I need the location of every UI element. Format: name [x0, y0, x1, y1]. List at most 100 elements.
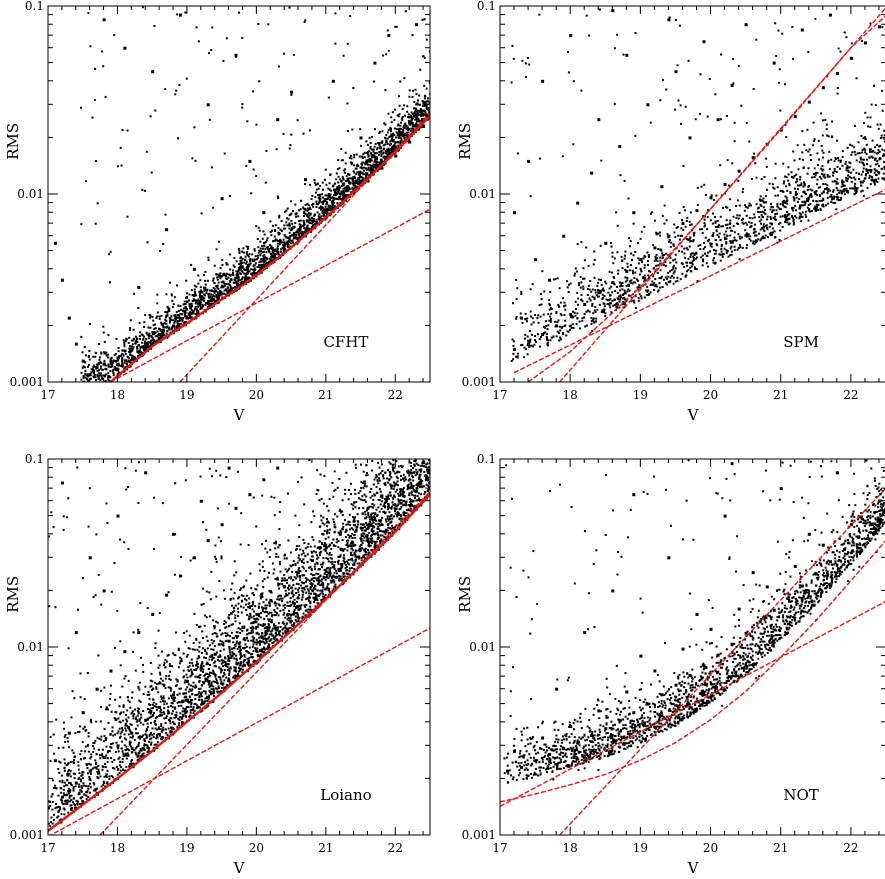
- data-point: [60, 278, 64, 282]
- data-point: [116, 356, 120, 360]
- data-point: [53, 759, 57, 763]
- y-tick-label: 0.001: [462, 828, 496, 842]
- chart-panel-loiano: 17 18 19 20 21 22 V 0.001 0.01 0.1 RMS Loiano: [4, 452, 431, 877]
- x-tick-label: 21: [773, 841, 788, 855]
- data-point: [681, 647, 685, 651]
- x-tick-label: 19: [633, 841, 648, 855]
- x-tick-label: 22: [843, 388, 858, 402]
- data-point: [618, 145, 622, 148]
- data-point: [562, 234, 566, 238]
- data-point: [422, 125, 426, 128]
- data-point: [85, 383, 88, 386]
- data-point: [262, 478, 266, 482]
- x-tick-label: 21: [318, 841, 333, 855]
- data-point: [144, 471, 148, 475]
- data-point: [695, 612, 699, 616]
- data-point: [53, 241, 57, 245]
- data-point: [695, 209, 699, 213]
- data-point: [765, 585, 769, 589]
- data-point: [220, 197, 224, 201]
- data-point: [415, 23, 419, 27]
- data-point: [331, 79, 335, 83]
- data-point: [611, 9, 615, 13]
- data-point: [276, 466, 280, 470]
- data-point: [639, 258, 643, 262]
- data-point: [513, 749, 516, 753]
- data-point: [527, 342, 531, 346]
- data-point: [102, 362, 106, 366]
- data-point: [338, 532, 342, 536]
- data-point: [276, 118, 280, 122]
- data-point: [730, 462, 734, 466]
- y-axis: 0.001 0.01 0.1 RMS: [4, 452, 430, 842]
- x-tick-label: 18: [563, 388, 578, 402]
- data-point: [807, 100, 811, 104]
- data-point: [660, 185, 664, 189]
- data-point: [646, 702, 650, 706]
- data-point: [137, 631, 141, 635]
- x-tick-label: 18: [110, 841, 125, 855]
- data-point: [60, 795, 64, 799]
- scatter-density: [510, 8, 885, 362]
- data-point: [674, 683, 678, 687]
- data-point: [863, 41, 867, 45]
- y-tick-label: 0.01: [17, 187, 44, 201]
- fit-line: [179, 112, 430, 382]
- data-point: [583, 631, 587, 635]
- x-tick-label: 20: [249, 841, 264, 855]
- x-axis-label: V: [687, 406, 700, 424]
- data-point: [290, 90, 294, 94]
- data-point: [849, 56, 853, 60]
- data-point: [681, 222, 685, 226]
- data-point: [583, 303, 587, 306]
- panel-label: SPM: [783, 333, 819, 351]
- scatter-points: [513, 9, 881, 351]
- scatter-density: [80, 6, 430, 382]
- data-point: [123, 650, 127, 654]
- data-point: [520, 766, 524, 769]
- data-point: [688, 674, 692, 677]
- x-tick-label: 20: [703, 388, 718, 402]
- data-point: [366, 506, 370, 510]
- data-point: [179, 574, 182, 578]
- data-point: [213, 299, 217, 303]
- fit-line: [559, 488, 885, 835]
- data-point: [814, 572, 818, 576]
- data-point: [165, 593, 169, 597]
- scatter-density: [503, 459, 885, 784]
- data-point: [60, 481, 64, 485]
- x-tick-label: 22: [843, 841, 858, 855]
- data-point: [123, 46, 127, 50]
- data-point: [625, 269, 629, 273]
- data-point: [179, 13, 182, 17]
- data-point: [144, 718, 148, 722]
- data-point: [878, 499, 881, 503]
- data-point: [625, 690, 629, 694]
- scatter-density: [48, 459, 430, 828]
- fit-line: [99, 491, 430, 835]
- data-point: [387, 34, 391, 38]
- data-point: [772, 61, 776, 65]
- data-point: [373, 61, 377, 65]
- data-point: [116, 514, 120, 518]
- data-point: [667, 18, 671, 22]
- data-point: [702, 40, 706, 44]
- data-point: [206, 539, 210, 543]
- x-tick-label: 22: [388, 841, 403, 855]
- data-point: [74, 781, 78, 785]
- data-point: [730, 642, 734, 646]
- data-point: [192, 267, 196, 271]
- data-point: [67, 316, 71, 320]
- x-axis: 17 18 19 20 21 22 V: [40, 6, 424, 424]
- data-point: [576, 741, 580, 745]
- data-point: [569, 313, 573, 316]
- data-point: [653, 669, 657, 673]
- data-point: [220, 523, 224, 527]
- data-point: [548, 278, 552, 282]
- data-point: [541, 79, 545, 83]
- panel-label: NOT: [783, 786, 818, 804]
- data-point: [352, 519, 356, 523]
- data-point: [835, 471, 839, 475]
- x-tick-label: 17: [492, 841, 507, 855]
- data-point: [92, 369, 96, 373]
